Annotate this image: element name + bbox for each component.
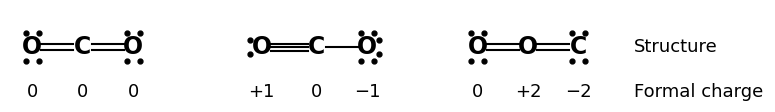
Text: +1: +1	[249, 83, 275, 101]
Text: +2: +2	[515, 83, 541, 101]
Text: O: O	[22, 35, 42, 59]
Text: Structure: Structure	[634, 38, 718, 56]
Text: Formal charge: Formal charge	[634, 83, 763, 101]
Text: 0: 0	[26, 83, 38, 101]
Text: 0: 0	[472, 83, 483, 101]
Text: O: O	[123, 35, 143, 59]
Text: −2: −2	[565, 83, 592, 101]
Text: O: O	[252, 35, 272, 59]
Text: C: C	[74, 35, 91, 59]
Text: 0: 0	[128, 83, 139, 101]
Text: 0: 0	[77, 83, 88, 101]
Text: 0: 0	[312, 83, 322, 101]
Text: C: C	[570, 35, 587, 59]
Text: O: O	[518, 35, 538, 59]
Text: −1: −1	[354, 83, 381, 101]
Text: C: C	[308, 35, 325, 59]
Text: O: O	[357, 35, 377, 59]
Text: O: O	[467, 35, 487, 59]
